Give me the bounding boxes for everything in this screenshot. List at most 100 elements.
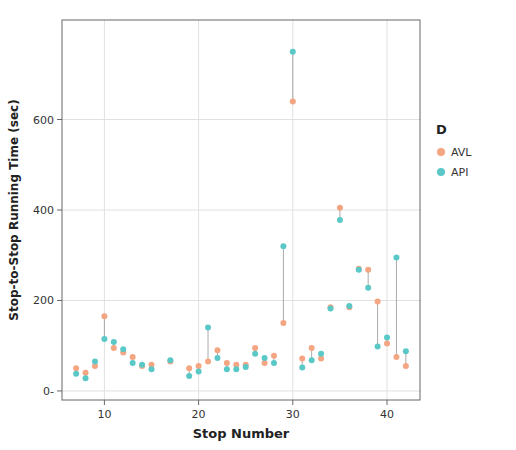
point [224, 360, 230, 366]
point [130, 360, 136, 366]
connector [208, 328, 209, 362]
x-tick-label: 10 [97, 408, 111, 421]
y-tick [57, 210, 62, 211]
point [120, 346, 126, 352]
legend-title: D [436, 122, 447, 137]
legend-swatch [437, 148, 445, 156]
point [290, 98, 296, 104]
x-tick [104, 400, 105, 405]
point [271, 360, 277, 366]
point [101, 313, 107, 319]
point [403, 363, 409, 369]
point [214, 347, 220, 353]
point [167, 357, 173, 363]
x-tick [387, 400, 388, 405]
y-tick-label: 0- [43, 385, 54, 398]
chart: 0- 200 400 600 10 20 30 40 Stop Number Stop-to-St… [0, 0, 516, 450]
marks [73, 49, 409, 382]
x-axis-label: Stop Number [193, 426, 290, 441]
point [290, 49, 296, 55]
point [243, 364, 249, 370]
point [384, 335, 390, 341]
point [149, 366, 155, 372]
point [83, 375, 89, 381]
point [73, 371, 79, 377]
point [233, 366, 239, 372]
x-tick [198, 400, 199, 405]
x-tick-label: 40 [380, 408, 394, 421]
point [299, 355, 305, 361]
x-tick-label: 20 [192, 408, 206, 421]
y-tick-label: 200 [33, 294, 54, 307]
point [92, 359, 98, 365]
point [337, 217, 343, 223]
series [73, 49, 409, 382]
point [375, 344, 381, 350]
point [299, 364, 305, 370]
point [196, 363, 202, 369]
x-grid-line [198, 20, 199, 400]
point [318, 351, 324, 357]
point [83, 370, 89, 376]
x-tick [292, 400, 293, 405]
point [252, 351, 258, 357]
point [280, 243, 286, 249]
point [101, 336, 107, 342]
point [309, 357, 315, 363]
point [139, 362, 145, 368]
point [111, 339, 117, 345]
x-grid-line [292, 20, 293, 400]
point [196, 369, 202, 375]
y-tick [57, 119, 62, 120]
point [309, 345, 315, 351]
y-tick-label: 600 [33, 114, 54, 127]
point [224, 366, 230, 372]
legend: D AVL API [436, 122, 472, 179]
point [262, 355, 268, 361]
y-tick [57, 300, 62, 301]
point [375, 298, 381, 304]
connector [292, 52, 293, 102]
point [280, 320, 286, 326]
point [186, 373, 192, 379]
plot-frame [62, 20, 420, 400]
point [356, 267, 362, 273]
x-tick-label: 30 [286, 408, 300, 421]
axes: 0- 200 400 600 10 20 30 40 [33, 114, 394, 421]
point [337, 205, 343, 211]
point [186, 365, 192, 371]
plot-area [62, 20, 420, 400]
connector [104, 316, 105, 339]
y-tick-label: 400 [33, 204, 54, 217]
y-grid-line [62, 300, 420, 301]
point [365, 267, 371, 273]
point [365, 285, 371, 291]
point [73, 365, 79, 371]
y-grid-line [62, 390, 420, 391]
point [111, 345, 117, 351]
connector [283, 246, 284, 323]
y-grid-line [62, 119, 420, 120]
point [214, 355, 220, 361]
point [130, 354, 136, 360]
point [356, 266, 362, 272]
point [403, 348, 409, 354]
point [393, 354, 399, 360]
connector [377, 301, 378, 346]
legend-swatch [437, 168, 445, 176]
point [393, 255, 399, 261]
y-axis-label: Stop-to-Stop Running Time (sec) [7, 99, 21, 320]
point [205, 325, 211, 331]
x-grid-line [104, 20, 105, 400]
point [271, 353, 277, 359]
grid [62, 20, 420, 400]
point [205, 359, 211, 365]
point [384, 340, 390, 346]
point [252, 345, 258, 351]
y-tick [57, 390, 62, 391]
y-grid-line [62, 210, 420, 211]
series [73, 98, 409, 375]
legend-label: AVL [451, 146, 472, 159]
point [346, 303, 352, 309]
legend-label: API [451, 166, 468, 179]
